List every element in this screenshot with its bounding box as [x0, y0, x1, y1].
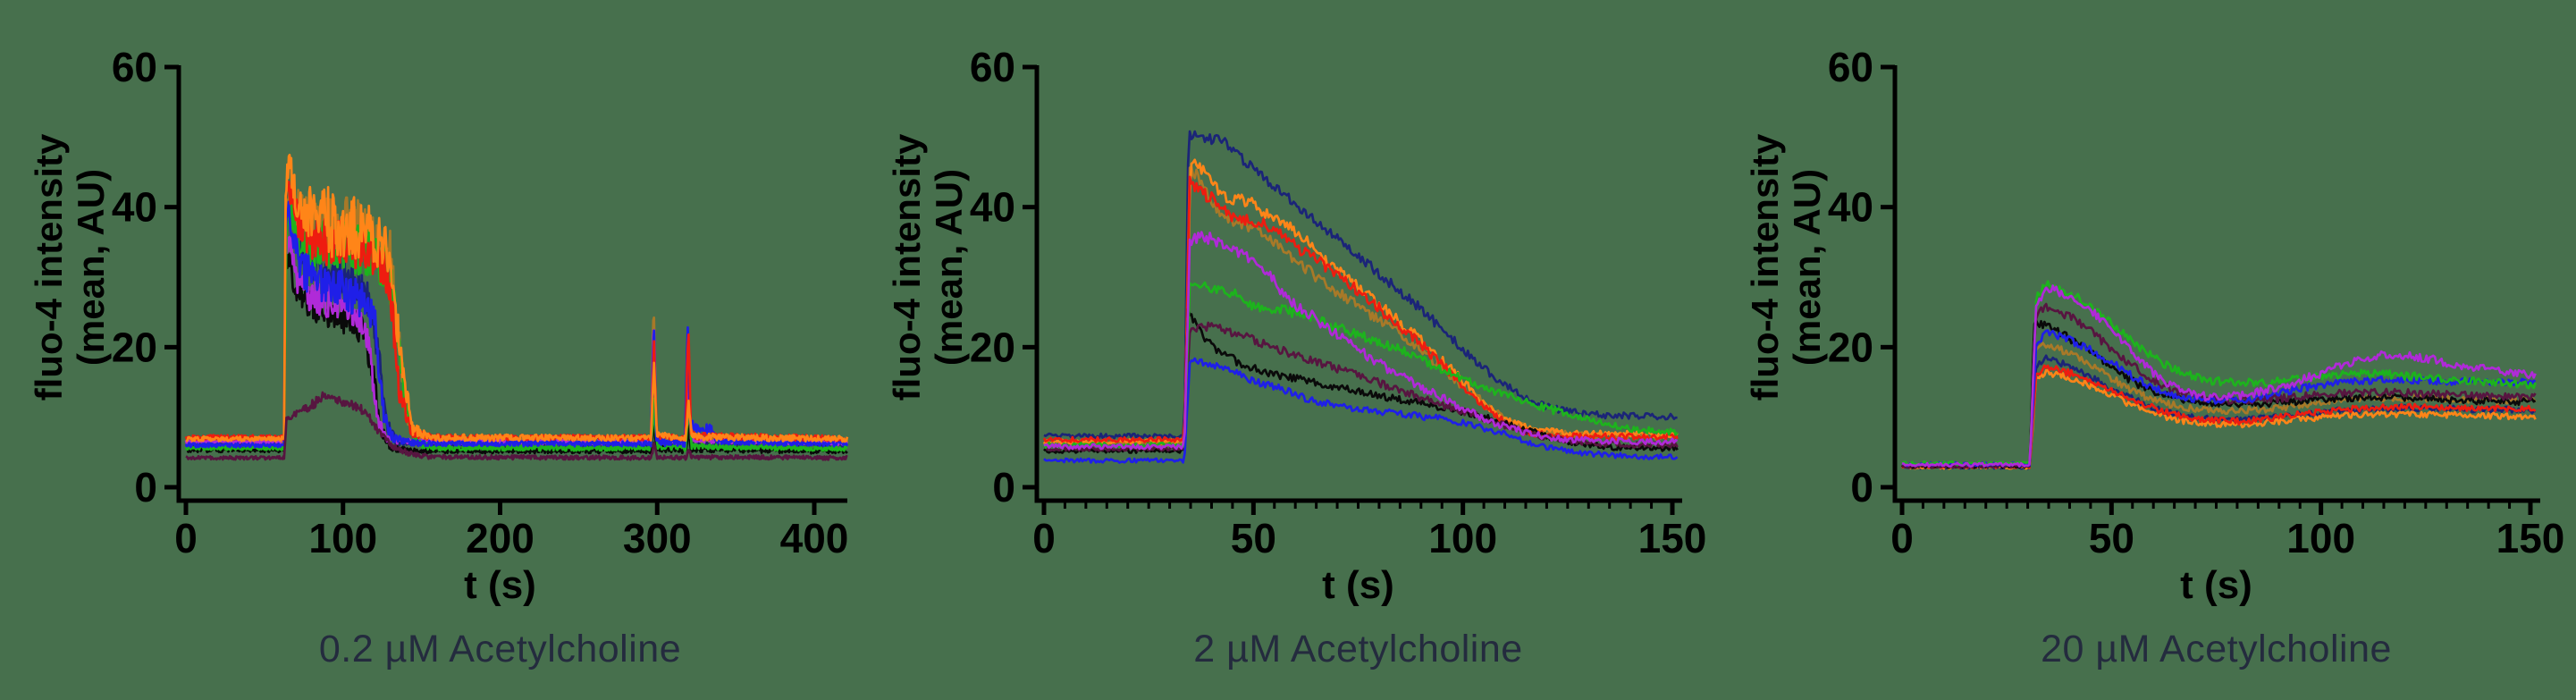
svg-text:20: 20 — [1828, 324, 1873, 370]
svg-text:400: 400 — [780, 515, 849, 561]
chart-canvas: 0 20 40 60 0 100 200 300 400 — [112, 44, 849, 561]
svg-text:0: 0 — [174, 515, 198, 561]
y-axis-label-line1: fluo-4 intensity — [1744, 133, 1786, 401]
trace-plum — [1043, 321, 1679, 452]
y-axis-label: fluo-4 intensity (mean, AU) — [886, 44, 970, 491]
trace-blue — [184, 200, 849, 449]
trace-black — [1043, 308, 1679, 454]
svg-text:100: 100 — [1428, 515, 1497, 561]
trace-navy — [1043, 130, 1678, 440]
trace-green — [184, 201, 848, 452]
svg-text:50: 50 — [2089, 515, 2134, 561]
panel-title: 0.2 µM Acetylcholine — [318, 628, 682, 670]
svg-text:40: 40 — [970, 184, 1015, 231]
trace-plum — [1901, 302, 2537, 469]
svg-text:150: 150 — [2496, 515, 2565, 561]
svg-text:60: 60 — [970, 44, 1015, 90]
svg-text:300: 300 — [623, 515, 692, 561]
svg-text:100: 100 — [2286, 515, 2355, 561]
y-axis-label-line1: fluo-4 intensity — [28, 133, 70, 401]
svg-text:100: 100 — [308, 515, 377, 561]
y-axis-label: fluo-4 intensity (mean, AU) — [28, 44, 112, 491]
svg-text:200: 200 — [466, 515, 535, 561]
y-axis-label: fluo-4 intensity (mean, AU) — [1744, 44, 1828, 491]
chart-panel-2: 0 20 40 60 0 50 100 150 fluo-4 intensity (mean,… — [858, 0, 1716, 700]
panel-title: 20 µM Acetylcholine — [2041, 628, 2392, 670]
svg-text:60: 60 — [112, 44, 157, 90]
svg-text:50: 50 — [1231, 515, 1276, 561]
chart-canvas: 0 20 40 60 0 50 100 150 — [970, 44, 1707, 561]
trace-violet — [1901, 284, 2537, 468]
svg-text:20: 20 — [970, 324, 1015, 370]
y-axis-label-line2: (mean, AU) — [928, 168, 970, 367]
svg-text:0: 0 — [992, 464, 1015, 510]
svg-text:20: 20 — [112, 324, 157, 370]
svg-text:150: 150 — [1638, 515, 1707, 561]
trace-orange — [1042, 158, 1679, 446]
x-axis-label: t (s) — [2180, 563, 2252, 607]
trace-blue — [1043, 357, 1679, 464]
trace-plum — [185, 391, 848, 461]
x-axis-label: t (s) — [464, 563, 536, 607]
svg-text:0: 0 — [1890, 515, 1914, 561]
y-axis-label-line2: (mean, AU) — [1786, 168, 1828, 367]
y-axis-label-line1: fluo-4 intensity — [886, 133, 928, 401]
svg-text:0: 0 — [1032, 515, 1056, 561]
trace-violet — [1043, 231, 1679, 451]
chart-panel-1: 0 20 40 60 0 100 200 300 400 fluo-4 intensity (m… — [0, 0, 858, 700]
svg-text:40: 40 — [112, 184, 157, 231]
trace-goldenrod — [1042, 165, 1678, 447]
chart-panel-3: 0 20 40 60 0 50 100 150 fluo-4 intensity (mean,… — [1716, 0, 2574, 700]
y-axis-label-line2: (mean, AU) — [70, 168, 112, 367]
svg-text:60: 60 — [1828, 44, 1873, 90]
svg-text:0: 0 — [134, 464, 157, 510]
x-axis-label: t (s) — [1322, 563, 1394, 607]
svg-text:40: 40 — [1828, 184, 1873, 231]
trace-green — [1901, 280, 2537, 467]
svg-text:0: 0 — [1850, 464, 1873, 510]
panel-title: 2 µM Acetylcholine — [1193, 628, 1523, 670]
trace-orange — [185, 153, 849, 443]
chart-canvas: 0 20 40 60 0 50 100 150 — [1828, 44, 2565, 561]
